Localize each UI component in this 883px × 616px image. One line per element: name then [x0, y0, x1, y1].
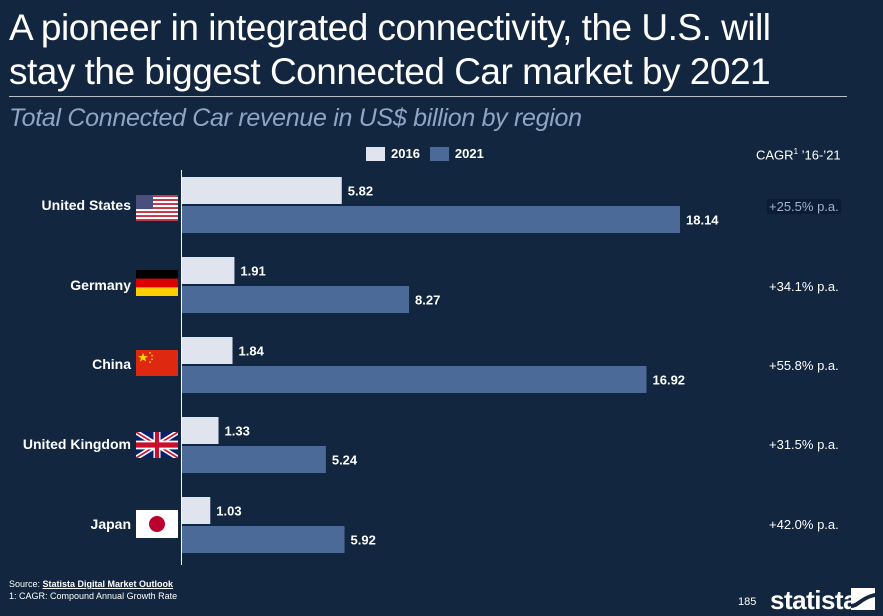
source-link[interactable]: Statista Digital Market Outlook [42, 579, 174, 589]
bar-2016-united-states [182, 177, 342, 204]
value-label-2016-united-states: 5.82 [348, 184, 373, 199]
category-label-germany: Germany [70, 277, 131, 293]
legend-swatch-2021 [429, 146, 449, 161]
legend-item-2016: 2016 [366, 146, 420, 161]
germany-flag-icon [136, 270, 178, 296]
value-label-2016-china: 1.84 [239, 344, 265, 359]
cagr-period: ’16-’21 [798, 147, 841, 163]
bar-2016-germany [182, 257, 235, 284]
category-label-united-states: United States [41, 197, 131, 213]
china-flag-icon [136, 350, 178, 376]
page-title: A pioneer in integrated connectivity, th… [9, 6, 869, 94]
cagr-value-united-kingdom: +31.5% p.a. [769, 437, 839, 452]
footnote: 1: CAGR: Compound Annual Growth Rate [9, 591, 178, 601]
legend-swatch-2016 [366, 146, 385, 161]
value-label-2021-united-kingdom: 5.24 [332, 453, 358, 468]
page-number: 185 [738, 596, 757, 608]
cagr-footnote-marker: 1 [793, 147, 799, 156]
value-label-2021-united-states: 18.14 [686, 213, 719, 228]
bar-2021-germany [182, 286, 410, 313]
source-prefix: Source: [9, 579, 43, 589]
bar-2016-china [182, 337, 233, 364]
title-line-1: A pioneer in integrated connectivity, th… [9, 7, 771, 48]
uk-flag-icon [136, 432, 178, 458]
value-label-2021-japan: 5.92 [351, 533, 376, 548]
legend-item-2021: 2021 [429, 146, 484, 161]
bar-2016-japan [182, 497, 211, 524]
bar-2021-united-states [182, 206, 680, 233]
cagr-value-united-states: +25.5% p.a. [767, 199, 841, 214]
cagr-value-japan: +42.0% p.a. [769, 517, 839, 532]
value-label-2021-china: 16.92 [653, 373, 686, 388]
japan-flag-icon [136, 510, 178, 538]
value-label-2021-germany: 8.27 [415, 293, 440, 308]
statista-logo: statista [770, 585, 858, 615]
category-label-united-kingdom: United Kingdom [22, 436, 131, 452]
chart-subtitle: Total Connected Car revenue in US$ billi… [9, 104, 582, 132]
bar-2021-japan [182, 526, 345, 553]
value-label-2016-united-kingdom: 1.33 [225, 424, 250, 439]
footer-notes: Source: Statista Digital Market Outlook … [9, 578, 177, 602]
title-divider [9, 96, 847, 97]
title-line-2: stay the biggest Connected Car market by… [9, 51, 771, 92]
us-flag-icon [136, 195, 178, 221]
cagr-value-germany: +34.1% p.a. [769, 279, 839, 294]
legend-label-2021: 2021 [454, 146, 484, 161]
bar-2021-united-kingdom [182, 446, 326, 473]
value-label-2016-japan: 1.03 [216, 504, 241, 519]
legend-label-2016: 2016 [391, 146, 420, 161]
bar-2016-united-kingdom [182, 417, 219, 444]
source-line: Source: Statista Digital Market Outlook [9, 578, 177, 590]
value-label-2016-germany: 1.91 [240, 264, 265, 279]
cagr-value-china: +55.8% p.a. [769, 358, 839, 373]
cagr-label: CAGR [756, 147, 794, 163]
bar-2021-china [182, 366, 647, 393]
statista-logo-icon [851, 588, 875, 610]
chart-legend: 2016 2021 [366, 146, 494, 161]
cagr-column-header: CAGR1 ’16-’21 [756, 147, 841, 162]
category-label-japan: Japan [90, 516, 131, 532]
category-label-china: China [92, 356, 131, 372]
